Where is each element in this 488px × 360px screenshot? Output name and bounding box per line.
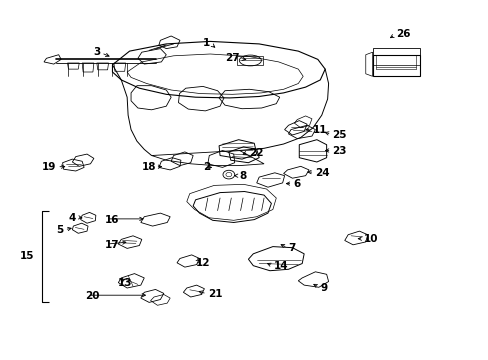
Text: 1: 1 bbox=[203, 38, 210, 48]
Text: 5: 5 bbox=[56, 225, 63, 235]
Text: 11: 11 bbox=[312, 125, 327, 135]
Text: 13: 13 bbox=[117, 278, 132, 288]
Text: 2: 2 bbox=[203, 162, 210, 172]
Text: 7: 7 bbox=[288, 243, 295, 253]
Text: 14: 14 bbox=[273, 261, 288, 271]
Text: 10: 10 bbox=[364, 234, 378, 244]
Text: 3: 3 bbox=[93, 47, 100, 57]
Text: 12: 12 bbox=[195, 258, 210, 268]
Text: 8: 8 bbox=[239, 171, 246, 181]
Text: 24: 24 bbox=[315, 168, 329, 178]
Text: 6: 6 bbox=[293, 179, 300, 189]
Text: 21: 21 bbox=[207, 289, 222, 300]
Text: 19: 19 bbox=[42, 162, 56, 172]
Text: 16: 16 bbox=[105, 215, 120, 225]
Text: 4: 4 bbox=[68, 213, 76, 223]
Text: 23: 23 bbox=[332, 146, 346, 156]
Text: 27: 27 bbox=[224, 53, 239, 63]
Text: 15: 15 bbox=[20, 251, 34, 261]
Text: 20: 20 bbox=[85, 291, 100, 301]
Text: 18: 18 bbox=[142, 162, 156, 172]
Text: 17: 17 bbox=[105, 240, 120, 250]
Text: 9: 9 bbox=[320, 283, 327, 293]
Text: 26: 26 bbox=[395, 29, 410, 39]
Text: 22: 22 bbox=[249, 148, 264, 158]
Text: 25: 25 bbox=[332, 130, 346, 140]
